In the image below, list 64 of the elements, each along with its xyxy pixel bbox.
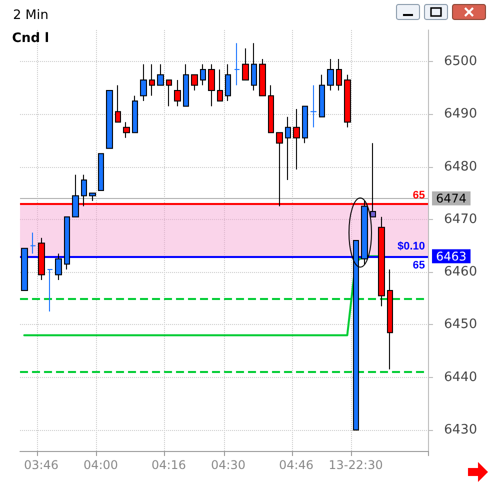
y-tick-label: 6500 [444, 54, 478, 70]
candlestick [191, 74, 198, 92]
candlestick [166, 79, 172, 107]
candlestick [234, 42, 240, 86]
candlestick [293, 108, 300, 170]
candlestick [310, 84, 317, 128]
y-tick-label: 6440 [444, 370, 478, 385]
x-tick-label: 04:00 [83, 458, 118, 472]
candlestick [183, 64, 189, 107]
candlestick [268, 84, 274, 134]
candlestick [98, 153, 104, 192]
text: 65 [412, 190, 425, 202]
candlestick [38, 237, 45, 280]
y-tick-label: 6470 [444, 212, 478, 227]
candlestick [81, 174, 87, 207]
candlestick [319, 74, 325, 118]
candlestick [353, 240, 359, 430]
candlestick [174, 79, 181, 107]
y-tick-label: 6450 [444, 317, 478, 332]
candlestick [336, 58, 342, 92]
candlestick [64, 216, 70, 270]
candlestick [157, 64, 164, 86]
candlestick [72, 174, 79, 218]
candlestick [106, 90, 113, 149]
candlestick [302, 106, 308, 144]
x-tick-label: 03:46 [24, 458, 59, 472]
ref-line-label: 6474 [436, 191, 467, 206]
ref-line-label: 6463 [436, 249, 467, 264]
x-tick-label: 04:16 [151, 458, 186, 472]
candlestick [21, 248, 28, 291]
candlestick [344, 74, 351, 128]
chart-title: 2 Min [13, 8, 48, 23]
candlestick [361, 200, 368, 265]
candlestick [123, 122, 130, 138]
candlestick [217, 68, 223, 102]
y-tick-label: 6460 [444, 264, 478, 280]
candlestick [327, 58, 334, 92]
candlestick [132, 95, 138, 134]
candlestick [387, 268, 393, 370]
candlestick [200, 64, 206, 86]
text: $0.10 [397, 240, 425, 252]
candlestick [140, 64, 147, 102]
candlestick [285, 116, 291, 180]
x-tick-label: 04:30 [210, 458, 246, 472]
candlestick [89, 192, 96, 202]
text: 65 [412, 259, 425, 272]
candlestick [259, 58, 266, 96]
y-tick-label: 6480 [444, 159, 478, 174]
x-tick-label: 04:46 [278, 458, 314, 472]
candlestick [149, 64, 155, 96]
y-tick-label: 6490 [444, 106, 478, 122]
candlestick [30, 232, 36, 254]
candlestick [115, 84, 121, 123]
candlestick [55, 253, 62, 280]
candlestick [251, 42, 257, 92]
annotation: Cnd l [12, 31, 50, 46]
candlestick [242, 48, 249, 80]
candlestick [378, 216, 385, 307]
candlestick [47, 268, 53, 312]
x-tick-label: 13-22:30 [328, 458, 383, 472]
candlestick [370, 142, 376, 218]
y-tick-label: 6430 [444, 422, 478, 438]
candlestick [225, 64, 231, 102]
candlestick [208, 64, 215, 107]
